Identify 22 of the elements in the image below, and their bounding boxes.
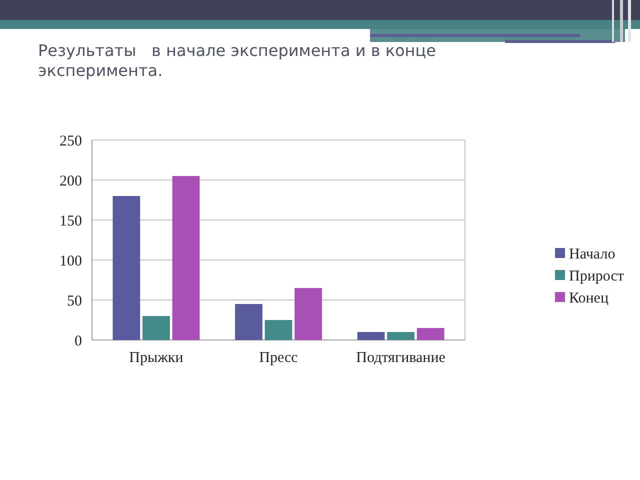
- legend-label: Начало: [569, 246, 616, 262]
- bar: [142, 316, 170, 340]
- y-tick-label: 50: [67, 293, 82, 310]
- bar: [416, 328, 444, 340]
- bar: [112, 196, 140, 340]
- bar: [264, 320, 292, 340]
- chart-title: Результаты в начале эксперимента и в конце эксперимента.: [38, 41, 436, 80]
- bar: [294, 288, 322, 340]
- x-tick-label: Прыжки: [129, 350, 184, 366]
- y-tick-label: 100: [60, 253, 82, 270]
- bar: [387, 332, 414, 340]
- legend-label: Конец: [569, 290, 608, 306]
- bar: [172, 176, 200, 340]
- x-tick-label: Подтягивание: [356, 350, 446, 366]
- x-tick-label: Пресс: [259, 350, 298, 366]
- bar: [235, 304, 262, 340]
- y-tick-label: 200: [60, 173, 82, 190]
- y-tick-label: 0: [74, 333, 82, 350]
- y-tick-label: 250: [60, 133, 82, 150]
- y-tick-label: 150: [60, 213, 82, 230]
- bar: [357, 332, 385, 340]
- legend-label: Прирост: [569, 268, 624, 284]
